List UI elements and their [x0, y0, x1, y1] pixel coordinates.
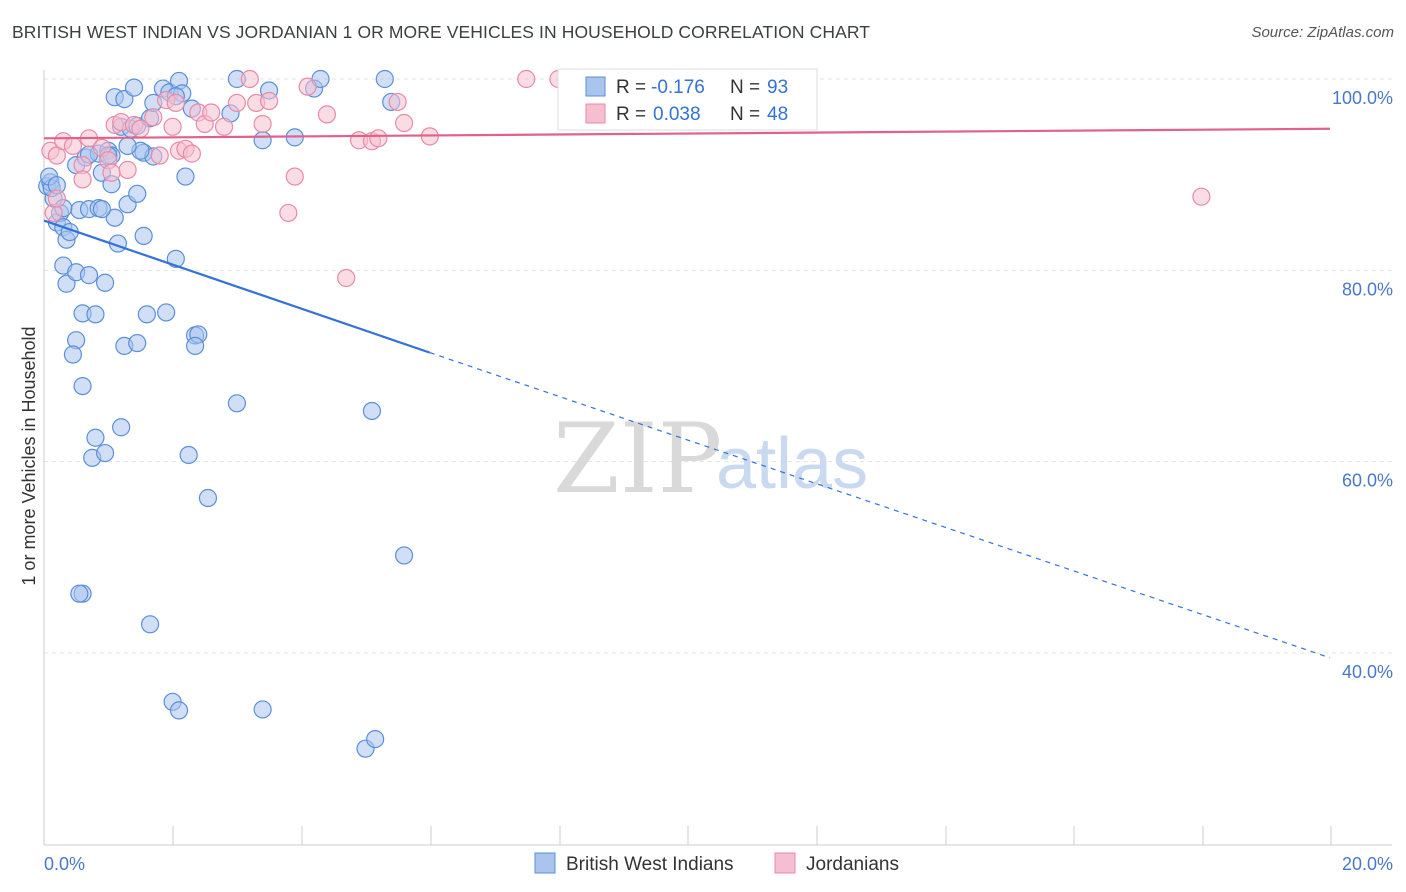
data-point-jordanians [388, 92, 407, 112]
data-point-british-west-indians [169, 701, 189, 720]
data-point-british-west-indians [179, 445, 198, 465]
legend-swatch-pink [585, 103, 606, 124]
data-point-jordanians [227, 93, 246, 113]
data-point-jordanians [285, 167, 304, 186]
data-point-british-west-indians [92, 200, 111, 219]
data-point-jordanians [394, 113, 414, 133]
legend-r-label-blue: R = [616, 77, 646, 98]
trend-line-jordanians [43, 127, 1331, 140]
y-tick-label: 100.0% [1332, 88, 1393, 108]
data-point-british-west-indians [105, 208, 124, 227]
data-point-jordanians [298, 77, 317, 96]
trend-line-british-west-indians [43, 219, 431, 354]
data-point-jordanians [259, 91, 279, 111]
legend-item-jordanians: Jordanians [806, 854, 899, 875]
data-point-british-west-indians [157, 303, 176, 322]
data-point-jordanians [102, 163, 121, 182]
legend-swatch-blue [585, 76, 606, 97]
data-point-jordanians [182, 144, 201, 163]
data-point-jordanians [150, 146, 169, 165]
x-tick-labels: 0.0% 20.0% [44, 854, 1393, 874]
series-legend: British West Indians Jordanians [534, 852, 899, 875]
data-point-british-west-indians [112, 418, 131, 437]
data-point-british-west-indians [95, 443, 115, 463]
legend-r-label-pink: R = [616, 104, 646, 125]
watermark-atlas: atlas [716, 424, 868, 504]
data-point-british-west-indians [86, 305, 105, 324]
legend-item-jordanians-swatch [774, 852, 796, 874]
y-tick-labels: 100.0% 80.0% 60.0% 40.0% [1332, 88, 1393, 682]
data-point-jordanians [202, 103, 221, 122]
source-label: Source: ZipAtlas.com [1251, 24, 1394, 41]
data-point-jordanians [63, 136, 83, 156]
legend-r-value-pink: 0.038 [653, 104, 701, 125]
data-point-jordanians [166, 93, 185, 113]
data-point-british-west-indians [63, 345, 83, 364]
data-point-jordanians [118, 160, 137, 179]
data-point-british-west-indians [118, 136, 137, 156]
data-point-british-west-indians [134, 226, 153, 245]
data-point-jordanians [47, 189, 66, 208]
data-point-british-west-indians [253, 131, 272, 150]
x-tick-label: 20.0% [1342, 854, 1393, 874]
trend-lines [43, 127, 1331, 659]
data-point-british-west-indians [227, 394, 246, 413]
data-point-jordanians [279, 203, 298, 223]
data-point-british-west-indians [128, 333, 147, 353]
data-point-british-west-indians [366, 729, 385, 749]
y-tick-label: 80.0% [1342, 279, 1393, 299]
data-point-british-west-indians [198, 488, 218, 508]
legend-n-label-pink: N = [730, 104, 760, 125]
axes [43, 70, 1392, 846]
stats-legend: R = -0.176 N = 93 R = 0.038 N = 48 [557, 68, 818, 131]
data-point-jordanians [253, 114, 272, 134]
data-point-british-west-indians [73, 376, 92, 396]
grid-lines [44, 78, 1392, 654]
data-point-british-west-indians [124, 78, 144, 97]
data-point-jordanians [163, 117, 182, 136]
data-point-british-west-indians [140, 615, 160, 634]
legend-item-british-west-indians: British West Indians [566, 854, 734, 875]
watermark-zip: ZIP [553, 403, 722, 515]
x-tick-label: 0.0% [44, 854, 85, 874]
legend-item-british-west-indians-swatch [534, 852, 556, 874]
data-point-jordanians [240, 69, 259, 89]
legend-n-value-blue: 93 [767, 77, 788, 98]
y-axis-title: 1 or more Vehicles in Household [19, 326, 39, 585]
data-point-british-west-indians [176, 167, 195, 186]
data-point-british-west-indians [95, 273, 115, 292]
watermark: ZIP atlas [553, 403, 868, 515]
data-point-british-west-indians [70, 584, 89, 603]
data-point-jordanians [337, 268, 356, 288]
data-point-jordanians [214, 117, 234, 136]
data-point-jordanians [369, 129, 388, 148]
legend-r-value-blue: -0.176 [651, 77, 705, 98]
data-point-british-west-indians [137, 305, 156, 324]
data-point-british-west-indians [375, 69, 394, 89]
series-british-west-indians [38, 69, 414, 758]
legend-n-label-blue: N = [730, 77, 760, 98]
chart-title: BRITISH WEST INDIAN VS JORDANIAN 1 OR MO… [12, 22, 871, 42]
data-point-british-west-indians [362, 401, 382, 421]
data-point-british-west-indians [79, 266, 99, 285]
y-tick-label: 40.0% [1342, 662, 1393, 682]
data-point-jordanians [73, 170, 92, 189]
data-point-jordanians [144, 108, 163, 127]
data-point-british-west-indians [86, 428, 105, 447]
data-point-british-west-indians [128, 184, 147, 203]
data-point-jordanians [1192, 187, 1211, 206]
legend-n-value-pink: 48 [767, 104, 788, 125]
data-point-british-west-indians [253, 700, 272, 719]
data-point-jordanians [517, 69, 536, 89]
y-tick-label: 60.0% [1342, 471, 1393, 491]
data-point-british-west-indians [394, 546, 414, 565]
data-point-british-west-indians [186, 336, 205, 356]
trend-line-british-west-indians-extrapolated [429, 352, 1331, 659]
data-point-jordanians [317, 105, 337, 124]
